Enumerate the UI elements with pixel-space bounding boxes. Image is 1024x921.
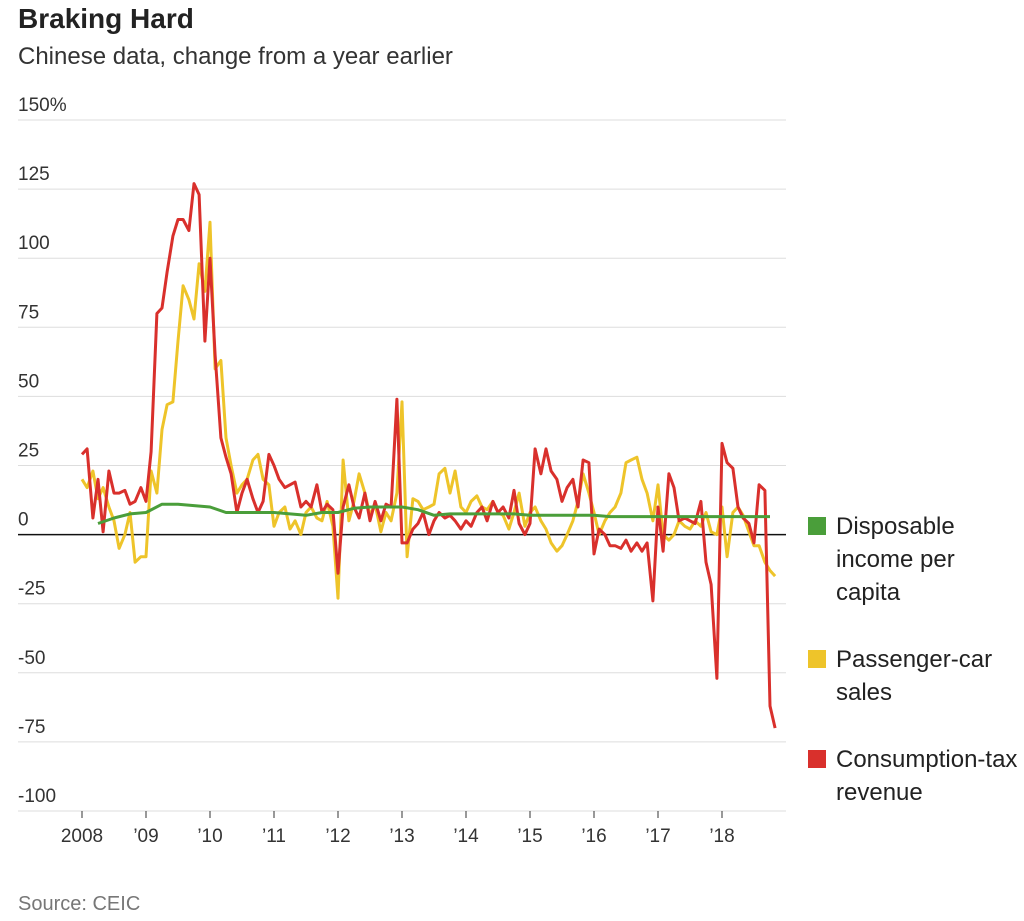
legend-swatch — [808, 750, 826, 768]
y-tick-label: 75 — [18, 302, 39, 323]
y-tick-label: -100 — [18, 786, 56, 807]
x-tick-label: ’14 — [453, 826, 479, 847]
legend-swatch — [808, 517, 826, 535]
series-line — [80, 220, 777, 600]
y-tick-label: 25 — [18, 441, 39, 462]
series-line — [97, 502, 770, 525]
legend-label: Passenger-car sales — [836, 646, 993, 706]
x-tick-label: ’10 — [197, 826, 222, 847]
x-tick-label: ’11 — [262, 826, 286, 847]
y-tick-label: 125 — [18, 164, 50, 185]
legend-swatch — [808, 650, 826, 668]
y-tick-label: 0 — [18, 510, 29, 531]
legend-item: Disposable income per capita — [808, 510, 1018, 609]
legend-item: Consumption-tax revenue — [808, 743, 1018, 809]
x-tick-label: ’17 — [645, 826, 670, 847]
source: Source: CEIC — [18, 893, 140, 915]
y-tick-label: 100 — [18, 233, 50, 254]
x-tick-label: ’15 — [517, 826, 542, 847]
legend-item: Passenger-car sales — [808, 643, 1018, 709]
y-tick-label: -75 — [18, 717, 45, 738]
x-tick-label: ’12 — [325, 826, 350, 847]
y-tick-label: -25 — [18, 579, 45, 600]
x-tick-label: ’18 — [709, 826, 734, 847]
legend-label: Consumption-tax revenue — [836, 746, 1018, 806]
y-tick-label: 150% — [18, 95, 67, 116]
y-tick-label: 50 — [18, 371, 39, 392]
x-tick-label: 2008 — [61, 826, 103, 847]
series-line — [80, 182, 777, 729]
legend-label: Disposable income per capita — [836, 513, 955, 606]
chart-subtitle: Chinese data, change from a year earlier — [18, 43, 453, 70]
x-tick-label: ’16 — [581, 826, 606, 847]
chart-title: Braking Hard — [18, 3, 194, 34]
x-tick-label: ’13 — [389, 826, 414, 847]
x-tick-label: ’09 — [133, 826, 158, 847]
y-tick-label: -50 — [18, 648, 45, 669]
